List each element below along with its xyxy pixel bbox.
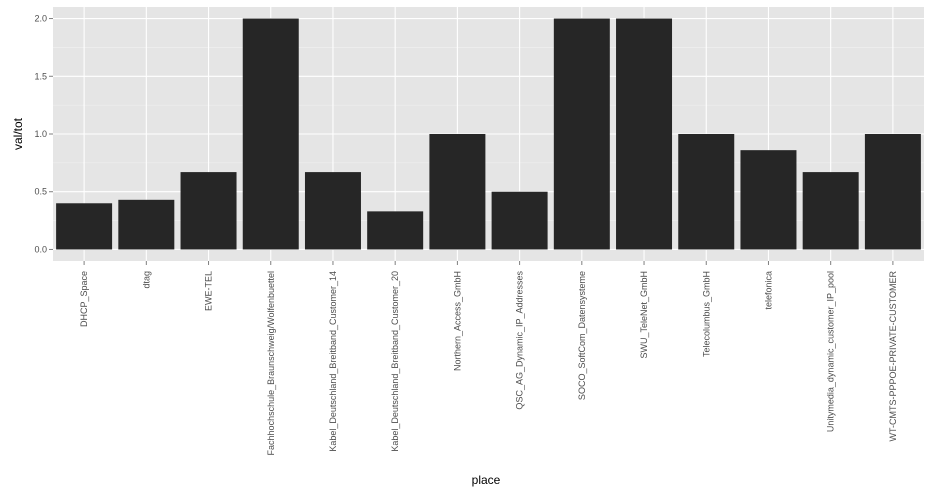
x-tick-label: SWU_TeleNet_GmbH [639,271,649,359]
x-tick-label: Telecolumbus_GmbH [701,271,711,357]
x-tick-label: DHCP_Space [79,271,89,327]
bar [678,134,735,250]
x-tick-label: Northern_Access_GmbH [452,271,462,371]
y-axis-title: val/tot [11,117,25,150]
x-tick-label: dtag [141,271,151,289]
y-axis-ticks: 0.0 0.5 1.0 1.5 2.0 [34,14,53,254]
bar [864,134,921,250]
x-tick-label: telefonica [763,271,773,310]
bar [56,203,113,250]
y-tick-label: 0.0 [34,244,47,254]
x-axis-ticks: DHCP_Space dtag EWE-TEL Fachhochschule_Brau… [79,261,898,455]
y-tick-label: 1.0 [34,129,47,139]
bar [118,199,175,250]
bar [553,18,610,250]
x-tick-label: WT-CMTS-PPPOE-PRIVATE-CUSTOMER [888,271,898,442]
bar [304,172,361,250]
bar [429,134,486,250]
bar [616,18,673,250]
x-tick-label: SOCO_SoftCom_Datensysteme [577,271,587,400]
bar [242,18,299,250]
x-tick-label: QSC_AG_Dynamic_IP_Addresses [515,271,525,410]
x-tick-label: Unitymedia_dynamic_customer_IP_pool [826,271,836,432]
bar [491,191,548,250]
x-tick-label: Kabel_Deutschland_Breitband_Customer_20 [390,271,400,452]
x-tick-label: EWE-TEL [204,271,214,311]
y-tick-label: 1.5 [34,71,47,81]
bar [802,172,859,250]
bar [740,150,797,250]
bar [180,172,237,250]
bars [56,18,921,250]
y-tick-label: 2.0 [34,14,47,24]
x-axis-title: place [472,473,501,487]
y-tick-label: 0.5 [34,187,47,197]
x-tick-label: Fachhochschule_Braunschweig/Wolfenbuette… [266,271,276,455]
x-tick-label: Kabel_Deutschland_Breitband_Customer_14 [328,271,338,452]
bar [367,211,424,250]
